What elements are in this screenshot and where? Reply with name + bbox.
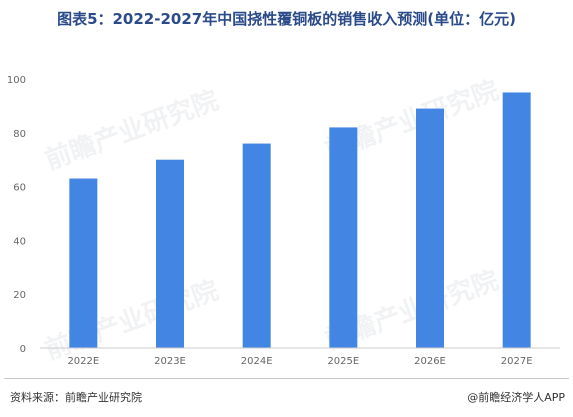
brand-note: @前瞻经济学人APP: [467, 391, 565, 404]
source-note: 资料来源：前瞻产业研究院: [10, 391, 142, 404]
y-axis: 0 20 40 60 80 100: [7, 75, 26, 355]
footer: 资料来源：前瞻产业研究院 @前瞻经济学人APP: [0, 386, 573, 408]
x-axis: 2022E 2023E 2024E 2025E 2026E 2027E: [67, 356, 532, 367]
y-tick-label: 40: [13, 236, 26, 247]
bar: [329, 127, 358, 348]
y-tick-label: 20: [13, 290, 26, 301]
footer-divider: [4, 378, 569, 379]
x-tick-label: 2027E: [501, 356, 533, 367]
bar: [416, 108, 444, 348]
x-tick-label: 2025E: [327, 356, 359, 367]
y-tick-label: 80: [13, 129, 26, 140]
y-tick-label: 0: [20, 344, 26, 355]
y-tick-label: 100: [7, 75, 26, 86]
x-tick-label: 2026E: [414, 356, 446, 367]
bar: [502, 92, 531, 348]
x-tick-label: 2024E: [241, 356, 273, 367]
chart-title: 图表5：2022-2027年中国挠性覆铜板的销售收入预测(单位：亿元): [57, 10, 516, 28]
bar-series: [69, 92, 531, 348]
y-tick-label: 60: [13, 183, 26, 194]
bar: [69, 178, 98, 348]
x-tick-label: 2023E: [154, 356, 186, 367]
x-tick-label: 2022E: [67, 356, 99, 367]
bar: [242, 143, 271, 348]
bar: [156, 159, 184, 348]
